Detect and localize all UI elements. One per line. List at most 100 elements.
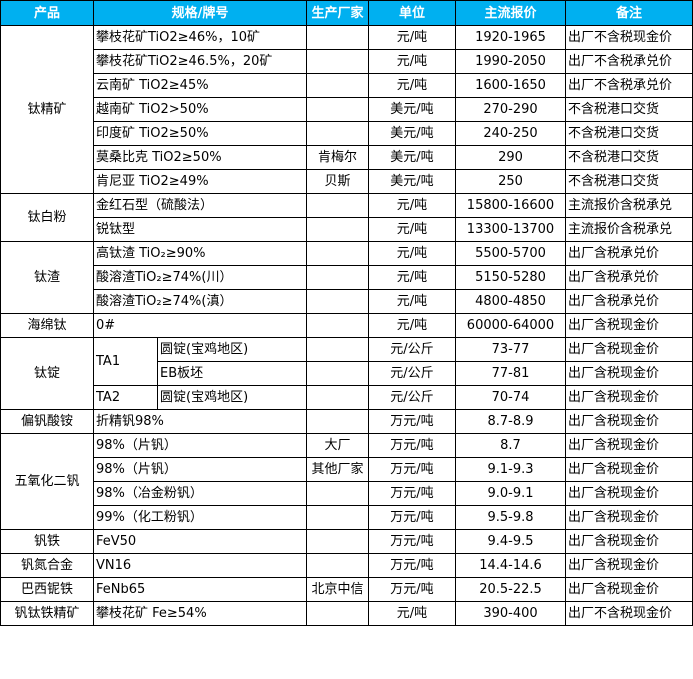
unit-cell: 万元/吨 — [368, 553, 456, 578]
unit-cell: 万元/吨 — [368, 433, 456, 458]
note-cell: 出厂含税现金价 — [565, 529, 693, 554]
spec-cell: VN16 — [93, 553, 307, 578]
maker-cell: 北京中信 — [306, 577, 369, 602]
unit-cell: 元/吨 — [368, 265, 456, 290]
note-cell: 主流报价含税承兑 — [565, 217, 693, 242]
price-cell: 250 — [455, 169, 566, 194]
unit-cell: 美元/吨 — [368, 97, 456, 122]
grade-cell: TA1 — [93, 337, 158, 386]
note-cell: 主流报价含税承兑 — [565, 193, 693, 218]
maker-cell: 肯梅尔 — [306, 145, 369, 170]
header-product: 产品 — [0, 0, 94, 26]
price-cell: 290 — [455, 145, 566, 170]
maker-cell — [306, 529, 369, 554]
note-cell: 出厂含税现金价 — [565, 553, 693, 578]
table-row: 98%（片钒） 其他厂家 万元/吨 9.1-9.3 出厂含税现金价 — [1, 457, 693, 482]
spec-cell: 圆锭(宝鸡地区) — [157, 337, 307, 362]
spec-cell: 攀枝花矿 Fe≥54% — [93, 601, 307, 626]
spec-cell: 金红石型（硫酸法） — [93, 193, 307, 218]
spec-cell: 攀枝花矿TiO2≥46%，10矿 — [93, 25, 307, 50]
unit-cell: 元/公斤 — [368, 361, 456, 386]
spec-cell: 酸溶渣TiO₂≥74%(川） — [93, 265, 307, 290]
table-row: 钒氮合金 VN16 万元/吨 14.4-14.6 出厂含税现金价 — [0, 553, 693, 578]
table-row: 钒铁 FeV50 万元/吨 9.4-9.5 出厂含税现金价 — [0, 529, 693, 554]
price-cell: 240-250 — [455, 121, 566, 146]
unit-cell: 元/公斤 — [368, 337, 456, 362]
spec-cell: 莫桑比克 TiO2≥50% — [93, 145, 307, 170]
price-cell: 14.4-14.6 — [455, 553, 566, 578]
table-row: 肯尼亚 TiO2≥49% 贝斯 美元/吨 250 不含税港口交货 — [1, 169, 693, 194]
header-unit: 单位 — [368, 0, 456, 26]
table-row: 五氧化二钒 98%（片钒） 大厂 万元/吨 8.7 出厂含税现金价 — [0, 433, 693, 530]
note-cell: 出厂含税现金价 — [565, 433, 693, 458]
unit-cell: 万元/吨 — [368, 409, 456, 434]
spec-cell: 酸溶渣TiO₂≥74%(滇） — [93, 289, 307, 314]
price-cell: 1920-1965 — [455, 25, 566, 50]
unit-cell: 万元/吨 — [368, 481, 456, 506]
maker-cell — [306, 385, 369, 410]
table-row: 99%（化工粉钒） 万元/吨 9.5-9.8 出厂含税现金价 — [1, 505, 693, 530]
unit-cell: 元/吨 — [368, 313, 456, 338]
table-row: 莫桑比克 TiO2≥50% 肯梅尔 美元/吨 290 不含税港口交货 — [1, 145, 693, 170]
unit-cell: 美元/吨 — [368, 169, 456, 194]
price-cell: 13300-13700 — [455, 217, 566, 242]
unit-cell: 万元/吨 — [368, 529, 456, 554]
unit-cell: 元/吨 — [368, 241, 456, 266]
price-cell: 15800-16600 — [455, 193, 566, 218]
note-cell: 出厂含税现金价 — [565, 577, 693, 602]
product-cell: 钛锭 — [0, 337, 94, 410]
table-row: 攀枝花矿TiO2≥46.5%，20矿 元/吨 1990-2050 出厂不含税承兑价 — [1, 49, 693, 74]
note-cell: 出厂含税现金价 — [565, 505, 693, 530]
unit-cell: 万元/吨 — [368, 457, 456, 482]
price-cell: 1600-1650 — [455, 73, 566, 98]
table-row: 钛白粉 金红石型（硫酸法） 元/吨 15800-16600 主流报价含税承兑 — [0, 193, 693, 242]
unit-cell: 万元/吨 — [368, 505, 456, 530]
product-cell: 海绵钛 — [0, 313, 94, 338]
note-cell: 出厂含税现金价 — [565, 385, 693, 410]
note-cell: 出厂含税现金价 — [565, 337, 693, 362]
spec-cell: 云南矿 TiO2≥45% — [93, 73, 307, 98]
note-cell: 不含税港口交货 — [565, 169, 693, 194]
price-cell: 77-81 — [455, 361, 566, 386]
spec-cell: 印度矿 TiO2≥50% — [93, 121, 307, 146]
spec-cell: 攀枝花矿TiO2≥46.5%，20矿 — [93, 49, 307, 74]
unit-cell: 元/吨 — [368, 217, 456, 242]
table-row: 酸溶渣TiO₂≥74%(川） 元/吨 5150-5280 出厂含税承兑价 — [1, 265, 693, 290]
price-cell: 270-290 — [455, 97, 566, 122]
maker-cell — [306, 121, 369, 146]
maker-cell — [306, 217, 369, 242]
table-row: 钛锭 TA1 圆锭(宝鸡地区) 元/公斤 73-77 出厂含税现金价 — [0, 337, 693, 410]
price-cell: 9.0-9.1 — [455, 481, 566, 506]
price-cell: 8.7 — [455, 433, 566, 458]
unit-cell: 元/吨 — [368, 25, 456, 50]
price-cell: 73-77 — [455, 337, 566, 362]
table-row: TA2 圆锭(宝鸡地区) 元/公斤 70-74 出厂含税现金价 — [1, 385, 693, 410]
unit-cell: 元/吨 — [368, 289, 456, 314]
unit-cell: 元/吨 — [368, 49, 456, 74]
note-cell: 出厂不含税承兑价 — [565, 73, 693, 98]
note-cell: 不含税港口交货 — [565, 97, 693, 122]
price-cell: 5500-5700 — [455, 241, 566, 266]
price-cell: 60000-64000 — [455, 313, 566, 338]
price-cell: 20.5-22.5 — [455, 577, 566, 602]
note-cell: 出厂含税现金价 — [565, 457, 693, 482]
table-row: 钛渣 高钛渣 TiO₂≥90% 元/吨 5500-5700 出厂含税承兑价 — [0, 241, 693, 314]
maker-cell — [306, 265, 369, 290]
price-cell: 390-400 — [455, 601, 566, 626]
maker-cell — [306, 193, 369, 218]
spec-cell: 锐钛型 — [93, 217, 307, 242]
note-cell: 不含税港口交货 — [565, 145, 693, 170]
price-cell: 9.4-9.5 — [455, 529, 566, 554]
spec-cell: 圆锭(宝鸡地区) — [157, 385, 307, 410]
note-cell: 出厂含税现金价 — [565, 313, 693, 338]
product-cell: 钛精矿 — [0, 25, 94, 194]
table-row: 云南矿 TiO2≥45% 元/吨 1600-1650 出厂不含税承兑价 — [1, 73, 693, 98]
spec-cell: EB板坯 — [157, 361, 307, 386]
price-table: 产品 规格/牌号 生产厂家 单位 主流报价 备注 钛精矿 攀枝花矿TiO2≥46%… — [0, 0, 693, 626]
price-cell: 5150-5280 — [455, 265, 566, 290]
spec-cell: 肯尼亚 TiO2≥49% — [93, 169, 307, 194]
note-cell: 出厂含税现金价 — [565, 481, 693, 506]
table-row: 巴西铌铁 FeNb65 北京中信 万元/吨 20.5-22.5 出厂含税现金价 — [0, 577, 693, 602]
maker-cell — [306, 481, 369, 506]
spec-cell: 折精钒98% — [93, 409, 307, 434]
